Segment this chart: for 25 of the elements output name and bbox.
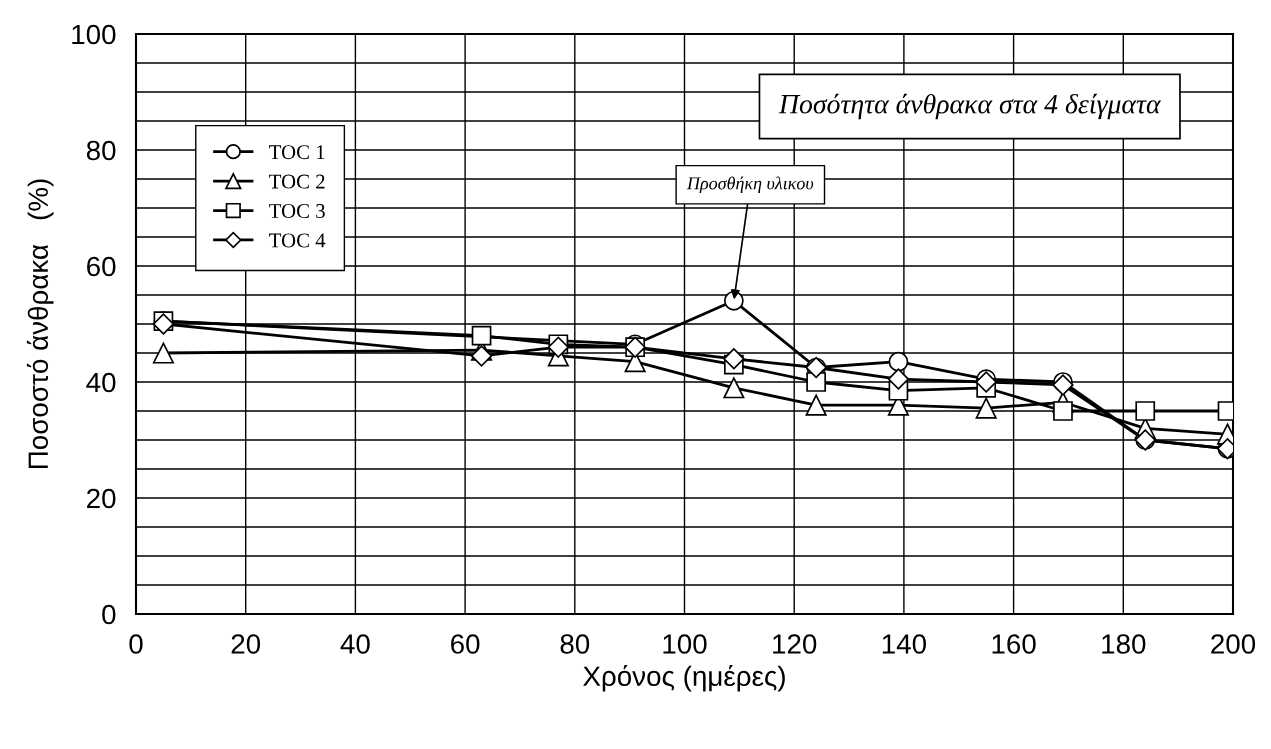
annotation: Προσθήκη υλικου xyxy=(686,176,814,194)
y-tick-label: 0 xyxy=(102,604,116,625)
x-tick-label: 120 xyxy=(773,634,817,654)
legend-label: TOC 1 xyxy=(269,145,325,160)
y-axis-title: Ποσοστό άνθρακα (%) xyxy=(26,179,54,469)
x-tick-label: 180 xyxy=(1102,634,1146,654)
x-axis-title: Χρόνος (ημέρες) xyxy=(583,664,785,692)
x-tick-label: 60 xyxy=(451,634,480,654)
x-tick-label: 200 xyxy=(1211,634,1256,654)
x-tick-label: 0 xyxy=(129,634,143,654)
y-tick-label: 40 xyxy=(86,372,116,393)
x-tick-label: 160 xyxy=(992,634,1036,654)
y-tick-label: 20 xyxy=(87,488,116,509)
x-tick-label: 40 xyxy=(340,634,370,654)
y-tick-label: 60 xyxy=(87,256,116,277)
x-tick-label: 100 xyxy=(663,634,707,654)
x-tick-label: 80 xyxy=(560,634,590,654)
x-tick-label: 140 xyxy=(882,634,926,654)
x-tick-label: 20 xyxy=(231,634,261,654)
legend-label: TOC 3 xyxy=(269,204,325,219)
y-tick-label: 80 xyxy=(86,140,116,161)
text: Ποσότητα άνθρακα στα 4 δείγματα xyxy=(778,93,1161,120)
legend-label: TOC 4 xyxy=(269,233,326,248)
y-tick-label: 100 xyxy=(72,24,116,45)
legend-label: TOC 2 xyxy=(269,174,325,189)
